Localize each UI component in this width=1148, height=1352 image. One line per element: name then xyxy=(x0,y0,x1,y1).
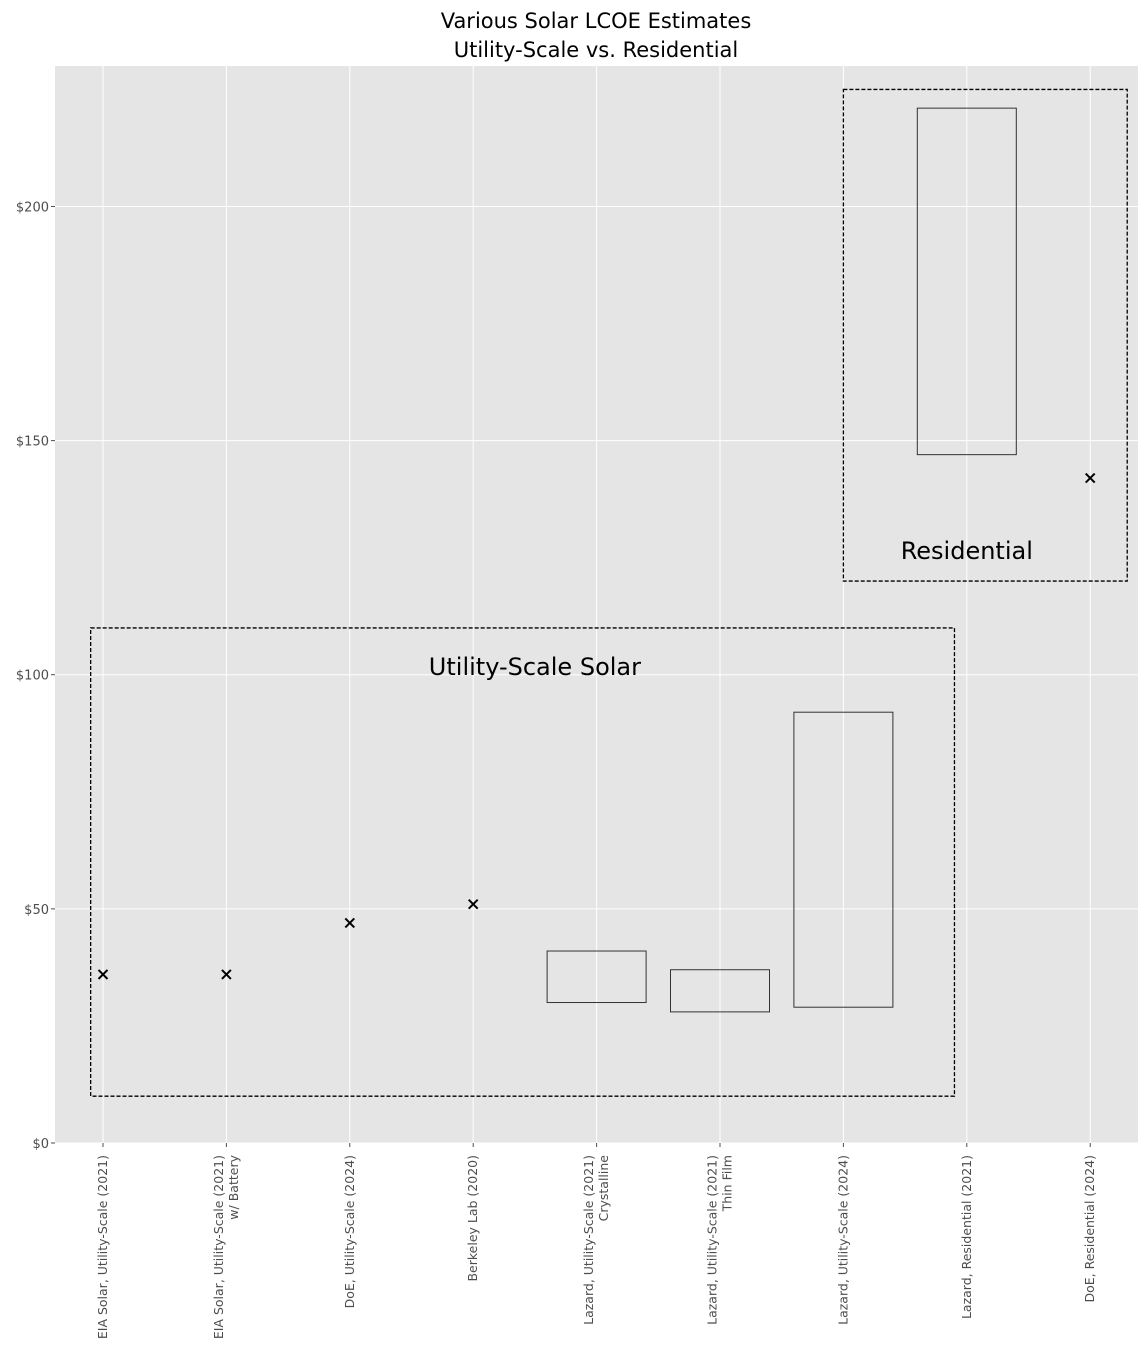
x-tick-label: DoE, Utility-Scale (2024) xyxy=(342,1155,357,1308)
point-markers xyxy=(97,472,1096,980)
chart-title-line-2: Utility-Scale vs. Residential xyxy=(454,38,739,62)
x-tick-label: Lazard, Utility-Scale (2021) xyxy=(705,1155,720,1325)
y-tick-label: $100 xyxy=(16,669,49,684)
region-label-utility: Utility-Scale Solar xyxy=(429,653,641,681)
chart-title-line-1: Various Solar LCOE Estimates xyxy=(441,9,752,33)
x-tick-label: Lazard, Residential (2021) xyxy=(959,1155,974,1319)
region-boxes: Utility-Scale Solar Residential xyxy=(90,88,1128,1097)
point-marker xyxy=(221,969,232,980)
point-marker-stroke xyxy=(1084,472,1096,484)
point-marker xyxy=(1084,472,1096,484)
point-marker xyxy=(467,898,479,910)
point-marker-stroke xyxy=(344,917,356,929)
x-tick-label: EIA Solar, Utility-Scale (2021) xyxy=(95,1155,110,1339)
y-tick-label: $200 xyxy=(16,200,49,215)
x-tick-label: DoE, Residential (2024) xyxy=(1082,1155,1097,1303)
y-tick-label: $150 xyxy=(16,435,49,450)
x-tick-label: EIA Solar, Utility-Scale (2021) xyxy=(211,1155,226,1339)
range-bar xyxy=(546,950,647,1004)
chart-title: Various Solar LCOE Estimates Utility-Sca… xyxy=(441,9,752,62)
point-marker-stroke xyxy=(97,969,109,980)
region-box xyxy=(842,88,1128,582)
x-tick-label: Berkeley Lab (2020) xyxy=(465,1155,480,1282)
x-tick-label: w/ Battery xyxy=(226,1154,241,1219)
range-bar xyxy=(793,711,894,1008)
range-bar xyxy=(916,107,1017,456)
point-marker-stroke xyxy=(221,969,232,980)
x-axis: EIA Solar, Utility-Scale (2021) EIA Solar… xyxy=(95,1143,1097,1339)
range-bars xyxy=(546,107,1017,1013)
grid-lines xyxy=(55,66,1138,1144)
point-marker-stroke xyxy=(467,898,479,910)
x-tick-label: Lazard, Utility-Scale (2024) xyxy=(835,1155,850,1325)
y-tick-label: $0 xyxy=(32,1137,49,1152)
point-marker xyxy=(97,969,109,980)
x-tick-label: Thin Film xyxy=(720,1155,735,1212)
range-bar xyxy=(670,969,770,1013)
region-label-residential: Residential xyxy=(901,537,1033,565)
y-tick-label: $50 xyxy=(24,903,49,918)
x-tick-label: Crystalline xyxy=(596,1155,611,1222)
x-tick-label: Lazard, Utility-Scale (2021) xyxy=(581,1155,596,1325)
point-marker xyxy=(344,917,356,929)
y-axis: $0 $50 $100 $150 $200 xyxy=(16,200,55,1152)
